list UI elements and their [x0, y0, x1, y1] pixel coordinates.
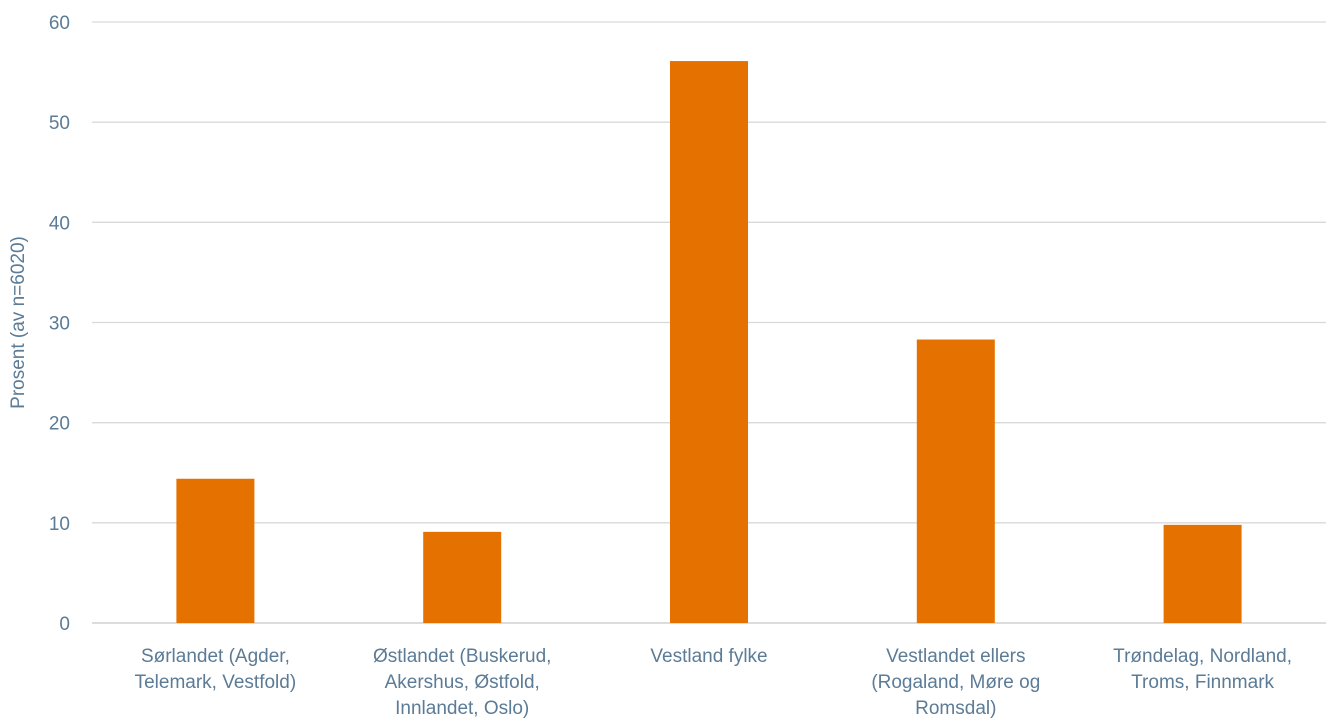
x-tick-label-line: Innlandet, Oslo): [395, 698, 529, 719]
x-tick-label-line: Trøndelag, Nordland,: [1113, 646, 1292, 667]
x-tick-label-line: Romsdal): [915, 698, 996, 719]
y-axis-ticks: 0 10 20 30 40 50 60: [49, 13, 70, 635]
bars: [176, 61, 1242, 623]
y-tick-label: 10: [49, 514, 70, 535]
bar: [1163, 524, 1242, 623]
y-tick-label: 50: [49, 113, 70, 134]
x-tick-label-line: Østlandet (Buskerud,: [373, 646, 551, 667]
y-tick-label: 30: [49, 314, 70, 335]
bar: [176, 478, 255, 623]
bar: [423, 531, 502, 623]
x-tick-label-line: Vestlandet ellers: [886, 646, 1025, 667]
bar: [670, 61, 748, 623]
x-tick-label-line: Sørlandet (Agder,: [141, 646, 290, 667]
x-tick-label-line: Troms, Finnmark: [1131, 672, 1274, 693]
x-tick-label: Sørlandet (Agder, Telemark, Vestfold): [135, 646, 297, 693]
x-tick-label: Østlandet (Buskerud, Akershus, Østfold, In…: [373, 646, 551, 719]
x-tick-label: Vestland fylke: [650, 646, 767, 667]
x-tick-label-line: Vestland fylke: [650, 646, 767, 667]
x-tick-label: Vestlandet ellers (Rogaland, Møre og Romsd…: [871, 646, 1040, 719]
y-tick-label: 20: [49, 414, 70, 435]
y-tick-label: 40: [49, 213, 70, 234]
x-tick-label-line: Akershus, Østfold,: [385, 672, 540, 693]
x-tick-label: Trøndelag, Nordland, Troms, Finnmark: [1113, 646, 1292, 693]
y-tick-label: 60: [49, 13, 70, 34]
x-tick-label-line: (Rogaland, Møre og: [871, 672, 1040, 693]
bar: [916, 339, 995, 623]
y-axis-title: Prosent (av n=6020): [8, 236, 29, 409]
x-tick-label-line: Telemark, Vestfold): [135, 672, 297, 693]
y-tick-label: 0: [59, 614, 70, 635]
x-axis-labels: Sørlandet (Agder, Telemark, Vestfold) Østl…: [135, 646, 1292, 719]
